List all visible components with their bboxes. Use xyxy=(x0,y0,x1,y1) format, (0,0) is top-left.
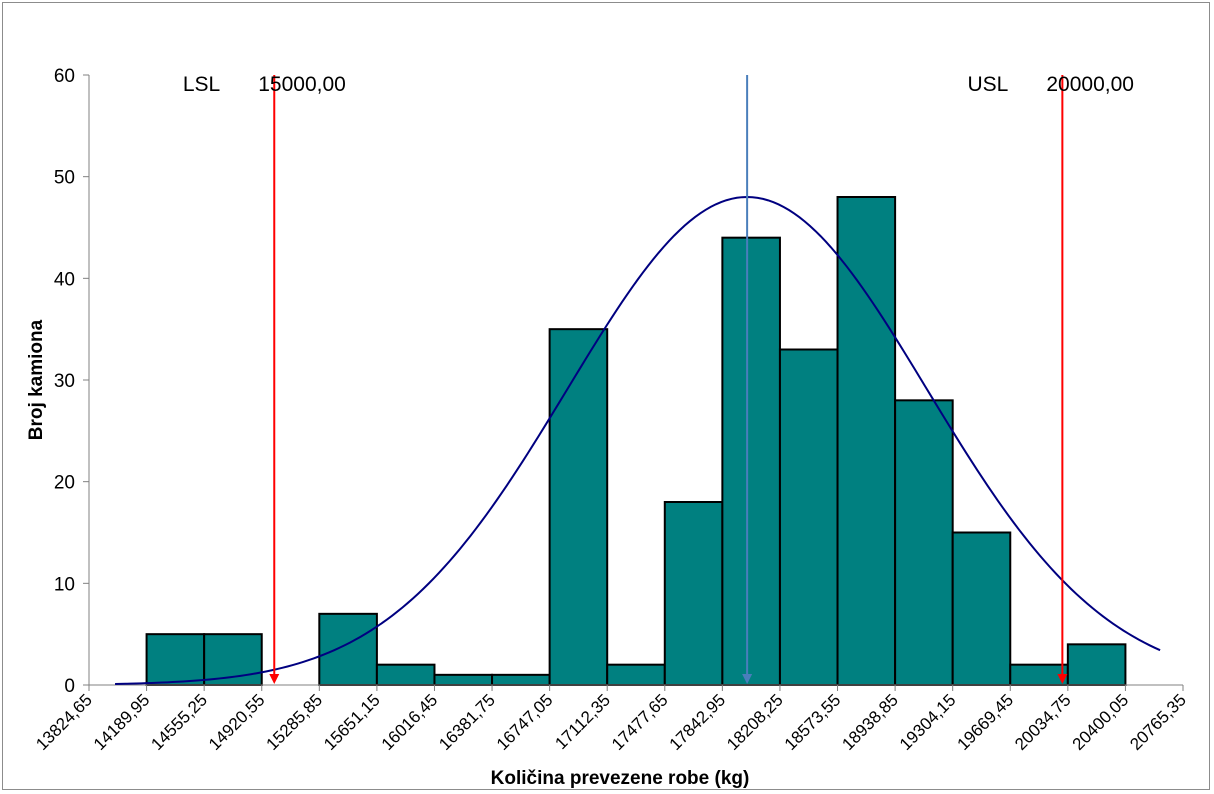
y-tick-label: 10 xyxy=(54,574,75,595)
y-tick-label: 40 xyxy=(54,269,75,290)
x-tick-label: 18938,85 xyxy=(838,690,902,754)
x-tick-label: 13824,65 xyxy=(32,690,96,754)
x-tick-label: 17477,65 xyxy=(608,690,672,754)
x-tick-label: 19304,15 xyxy=(896,690,960,754)
x-tick-label: 18573,55 xyxy=(781,690,845,754)
bar xyxy=(894,399,954,686)
bar xyxy=(433,673,494,686)
bar xyxy=(606,663,666,687)
y-tick-label: 50 xyxy=(54,168,75,189)
y-tick-label: 0 xyxy=(64,676,75,697)
lsl-value: 15000,00 xyxy=(258,73,346,96)
x-axis-title: Količina prevezene robe (kg) xyxy=(491,768,750,789)
x-tick-label: 14555,25 xyxy=(147,690,211,754)
bar xyxy=(951,531,1012,686)
x-tick-label: 20400,05 xyxy=(1069,690,1133,754)
normal-curve xyxy=(115,195,1161,685)
labels: Količina prevezene robe (kg) Broj kamiona… xyxy=(26,73,1134,789)
usl-label: USL xyxy=(968,73,1009,96)
bar xyxy=(491,673,551,686)
y-axis-title: Broj kamiona xyxy=(26,319,47,440)
bar xyxy=(836,196,897,686)
usl-value: 20000,00 xyxy=(1046,73,1134,96)
bar xyxy=(318,612,378,686)
x-tick-label: 14189,95 xyxy=(90,690,154,754)
x-tick-label: 15651,15 xyxy=(320,690,384,754)
bars xyxy=(145,196,1127,687)
x-tick-label: 15285,85 xyxy=(263,690,327,754)
bar xyxy=(145,633,206,687)
bar xyxy=(375,663,436,687)
y-tick-label: 30 xyxy=(54,371,75,392)
x-tick-label: 20034,75 xyxy=(1011,690,1075,754)
x-tick-label: 16747,05 xyxy=(493,690,557,754)
x-tick-label: 19669,45 xyxy=(954,690,1018,754)
bar xyxy=(1009,663,1069,687)
x-tick-label: 16016,45 xyxy=(378,690,442,754)
bar xyxy=(778,348,839,686)
y-tick-label: 20 xyxy=(54,473,75,494)
x-tick-label: 16381,75 xyxy=(435,690,499,754)
x-tick-label: 20765,35 xyxy=(1126,690,1190,754)
x-tick-label: 17112,35 xyxy=(551,690,614,753)
x-tick-label: 18208,25 xyxy=(723,690,787,754)
y-tick-label: 60 xyxy=(54,66,75,87)
normal-curve-line xyxy=(115,195,1161,685)
bar xyxy=(548,328,609,686)
reference-lines xyxy=(269,75,1068,684)
x-tick-label: 14920,55 xyxy=(205,690,269,754)
x-tick-label: 17842,95 xyxy=(666,690,730,754)
bar xyxy=(663,501,724,686)
lsl-label: LSL xyxy=(183,73,220,96)
bar xyxy=(1066,643,1127,686)
bar xyxy=(721,236,781,687)
